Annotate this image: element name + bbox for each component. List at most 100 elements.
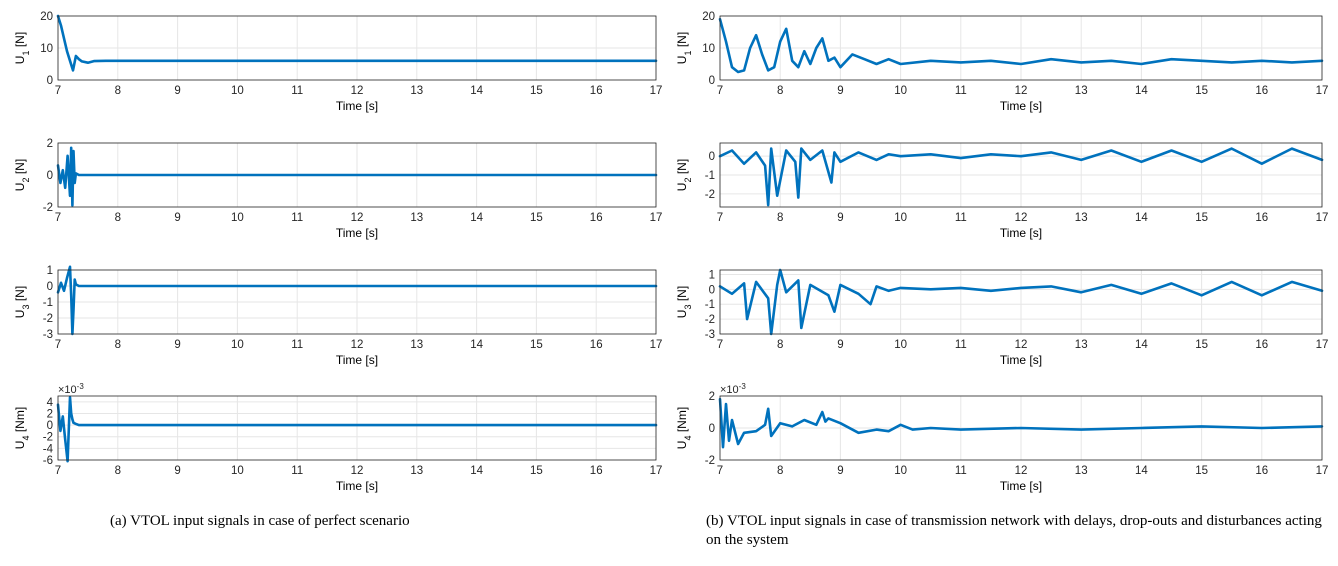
- y-tick-label: -4: [43, 443, 54, 455]
- x-tick-label: 8: [115, 85, 121, 97]
- x-tick-label: 17: [650, 85, 663, 97]
- x-tick-label: 10: [231, 339, 244, 351]
- axes-box: [57, 142, 657, 208]
- x-tick-label: 7: [55, 212, 61, 224]
- x-tick-label: 8: [115, 339, 121, 351]
- y-tick-label: -2: [43, 432, 53, 444]
- y-tick-label: 4: [47, 397, 54, 409]
- x-tick-label: 10: [894, 339, 907, 351]
- x-tick-label: 8: [777, 212, 783, 224]
- chart-panel-b-4: [718, 395, 1324, 461]
- y-tick-label: 2: [709, 391, 715, 403]
- x-tick-label: 11: [955, 212, 967, 224]
- x-tick-label: 16: [1255, 465, 1268, 477]
- x-tick-label: 17: [1316, 339, 1329, 351]
- axes-box: [57, 395, 657, 461]
- y-tick-label: 10: [702, 43, 715, 55]
- y-tick-label: -2: [705, 314, 715, 326]
- x-tick-label: 17: [650, 212, 663, 224]
- x-tick-label: 13: [1075, 465, 1088, 477]
- x-tick-label: 15: [530, 339, 543, 351]
- x-tick-label: 10: [894, 212, 907, 224]
- x-tick-label: 13: [1075, 212, 1088, 224]
- x-tick-label: 7: [717, 212, 723, 224]
- x-tick-label: 16: [1255, 85, 1268, 97]
- caption-b: (b) VTOL input signals in case of transm…: [706, 513, 1322, 548]
- chart-panel-b-1: [718, 15, 1324, 81]
- x-tick-label: 9: [837, 212, 843, 224]
- y-axis-label: U2 [N]: [13, 159, 31, 191]
- axes-box: [57, 269, 657, 335]
- x-tick-label: 9: [837, 339, 843, 351]
- y-tick-label: 0: [47, 420, 53, 432]
- x-tick-label: 13: [1075, 339, 1088, 351]
- y-exponent-label: ×10-3: [58, 382, 84, 397]
- chart-panel-a-2: [56, 142, 658, 208]
- x-tick-label: 8: [115, 212, 121, 224]
- x-tick-label: 11: [291, 212, 303, 224]
- x-tick-label: 14: [470, 339, 483, 351]
- y-axis-label: U1 [N]: [675, 32, 693, 64]
- y-tick-label: -1: [705, 170, 715, 182]
- axes-box: [719, 269, 1323, 335]
- y-tick-label: 0: [709, 284, 715, 296]
- y-tick-label: -1: [705, 299, 715, 311]
- x-tick-label: 14: [1135, 465, 1148, 477]
- x-tick-label: 10: [231, 85, 244, 97]
- x-axis-label: Time [s]: [336, 353, 378, 367]
- x-tick-label: 7: [717, 465, 723, 477]
- x-tick-label: 15: [530, 85, 543, 97]
- x-tick-label: 7: [55, 85, 61, 97]
- x-tick-label: 14: [1135, 212, 1148, 224]
- x-tick-label: 7: [55, 339, 61, 351]
- y-tick-label: -2: [43, 202, 53, 214]
- y-axis-label: U4 [Nm]: [675, 407, 693, 449]
- y-tick-label: -2: [705, 455, 715, 467]
- x-tick-label: 17: [1316, 212, 1329, 224]
- y-tick-label: 10: [40, 43, 53, 55]
- x-tick-label: 17: [650, 339, 663, 351]
- y-tick-label: 1: [709, 269, 715, 281]
- x-tick-label: 10: [894, 465, 907, 477]
- caption-a: (a) VTOL input signals in case of perfec…: [110, 513, 410, 529]
- y-tick-label: -2: [43, 313, 53, 325]
- x-axis-label: Time [s]: [336, 99, 378, 113]
- x-tick-label: 9: [174, 212, 180, 224]
- x-tick-label: 9: [837, 465, 843, 477]
- y-tick-label: 0: [709, 423, 715, 435]
- x-tick-label: 12: [1015, 339, 1028, 351]
- y-axis-label: U1 [N]: [13, 32, 31, 64]
- x-tick-label: 17: [1316, 85, 1329, 97]
- x-tick-label: 12: [1015, 465, 1028, 477]
- x-tick-label: 7: [717, 339, 723, 351]
- x-axis-label: Time [s]: [1000, 353, 1042, 367]
- x-tick-label: 11: [955, 85, 967, 97]
- y-axis-label: U4 [Nm]: [13, 407, 31, 449]
- x-tick-label: 15: [530, 465, 543, 477]
- x-tick-label: 12: [351, 465, 364, 477]
- y-tick-label: 0: [709, 151, 715, 163]
- y-tick-label: -3: [705, 329, 715, 341]
- chart-panel-a-3: [56, 265, 658, 336]
- x-tick-label: 16: [590, 339, 603, 351]
- x-tick-label: 16: [1255, 212, 1268, 224]
- x-tick-label: 16: [590, 465, 603, 477]
- x-tick-label: 16: [590, 85, 603, 97]
- axes-box: [719, 395, 1323, 461]
- x-tick-label: 13: [410, 85, 423, 97]
- chart-panel-b-3: [718, 268, 1324, 336]
- y-tick-label: 20: [702, 11, 715, 23]
- x-tick-label: 14: [1135, 339, 1148, 351]
- x-tick-label: 8: [115, 465, 121, 477]
- x-tick-label: 10: [231, 212, 244, 224]
- x-tick-label: 10: [894, 85, 907, 97]
- series-line: [718, 268, 1324, 336]
- y-tick-label: 0: [47, 281, 53, 293]
- x-tick-label: 12: [351, 339, 364, 351]
- x-axis-label: Time [s]: [336, 226, 378, 240]
- x-tick-label: 13: [410, 212, 423, 224]
- x-tick-label: 9: [174, 465, 180, 477]
- x-tick-label: 12: [1015, 85, 1028, 97]
- x-tick-label: 9: [174, 85, 180, 97]
